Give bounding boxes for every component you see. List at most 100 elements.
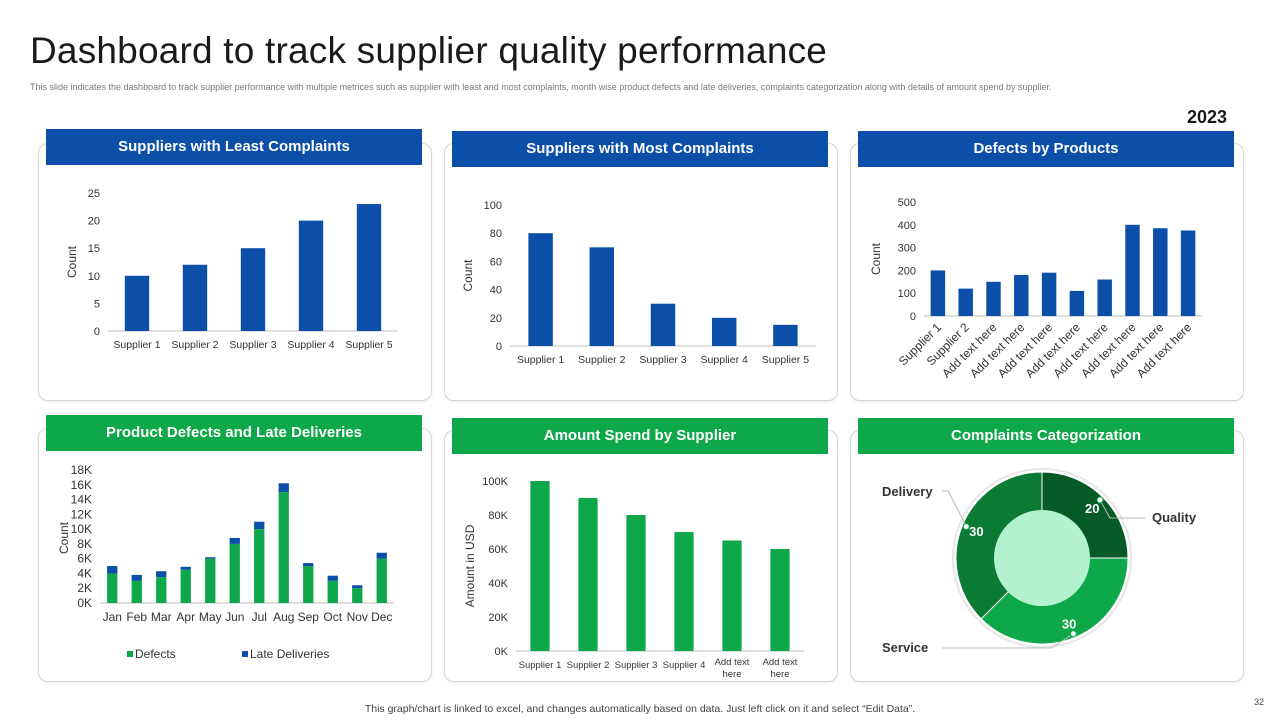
callout-label: Quality: [1152, 510, 1197, 525]
x-tick-label: Oct: [323, 610, 342, 624]
x-tick-label: May: [199, 610, 222, 624]
bar-defects: [156, 577, 167, 603]
bar: [773, 324, 798, 346]
y-tick-label: 20: [88, 216, 100, 228]
bar-late-deliveries: [229, 537, 240, 544]
y-tick-label: 100K: [482, 476, 508, 488]
bar: [1041, 272, 1057, 316]
x-tick-label: Supplier 2: [578, 354, 625, 366]
y-tick-label: 18K: [71, 463, 92, 477]
x-tick-label: Supplier 3: [615, 660, 658, 671]
y-tick-label: 100: [898, 288, 916, 300]
page-title: Dashboard to track supplier quality perf…: [30, 30, 828, 71]
x-tick-label: Sep: [298, 610, 320, 624]
callout-line: [942, 633, 1074, 649]
bar: [711, 317, 737, 346]
callout-dot: [1096, 496, 1104, 504]
bar: [722, 540, 742, 651]
bar-late-deliveries: [205, 557, 216, 559]
amount-spend-chart: 0K 20K 40K 60K 80K 100K Amount in USD Supplier …: [463, 476, 804, 680]
bar-late-deliveries: [278, 483, 289, 493]
bar-late-deliveries: [180, 566, 191, 570]
y-tick-label: 500: [898, 197, 916, 209]
x-tick-label: Apr: [176, 610, 195, 624]
y-tick-label: 100: [484, 200, 502, 212]
bar: [124, 275, 150, 331]
bar-late-deliveries: [107, 566, 118, 574]
y-tick-label: 0K: [495, 646, 509, 658]
x-tick-label: Supplier 4: [287, 339, 334, 351]
x-tick-label: Supplier 5: [762, 354, 809, 366]
y-tick-label: 16K: [71, 478, 92, 492]
x-tick-label: Mar: [151, 610, 172, 624]
y-tick-label: 60K: [488, 544, 508, 556]
bar-defects: [205, 558, 216, 603]
bar-defects: [278, 492, 289, 603]
bar-late-deliveries: [352, 585, 363, 589]
bar: [530, 481, 550, 651]
legend-swatch-late-deliveries: [242, 651, 248, 657]
y-tick-label: 15: [88, 243, 100, 255]
bar-defects: [327, 580, 338, 603]
amount-spend-header: Amount Spend by Supplier: [452, 418, 828, 454]
callout-label: Delivery: [882, 484, 933, 499]
bar-defects: [303, 566, 314, 603]
callout-label: Service: [882, 640, 928, 655]
x-tick-label: Supplier 1: [113, 339, 160, 351]
bar: [528, 233, 553, 346]
y-tick-label: 0: [94, 326, 100, 338]
donut-center: [994, 510, 1090, 606]
bar-late-deliveries: [156, 571, 167, 578]
most-complaints-header: Suppliers with Most Complaints: [452, 131, 828, 167]
least-complaints-chart: 0 5 10 15 20 25 Count Supplier 1 Supplier 2 Suppl…: [65, 188, 398, 351]
x-tick-label: Dec: [371, 610, 392, 624]
y-axis-label: Count: [57, 521, 71, 554]
x-tick-label: Supplier 1: [517, 354, 564, 366]
y-tick-label: 200: [898, 265, 916, 277]
most-complaints-chart: 0 20 40 60 80 100 Count Supplier 1 Supplier 2 Sup…: [461, 200, 816, 366]
x-tick-label: Add text: [763, 657, 798, 668]
y-tick-label: 20K: [488, 612, 508, 624]
bar-defects: [180, 569, 191, 603]
bar: [1097, 279, 1112, 316]
bar: [356, 204, 382, 331]
y-tick-label: 10: [88, 271, 100, 283]
x-tick-label: here: [722, 669, 741, 680]
y-axis-label: Amount in USD: [463, 524, 477, 607]
bar: [674, 532, 694, 651]
x-tick-label: Aug: [273, 610, 294, 624]
x-tick-label: Jul: [252, 610, 267, 624]
bar-defects: [352, 588, 363, 603]
y-tick-label: 5: [94, 298, 100, 310]
y-tick-label: 20: [490, 313, 502, 325]
complaints-categorization-header: Complaints Categorization: [858, 418, 1234, 454]
bar: [1153, 228, 1168, 316]
y-tick-label: 400: [898, 220, 916, 232]
y-axis-label: Count: [461, 259, 475, 292]
bar-defects: [107, 573, 118, 603]
bar-late-deliveries: [327, 575, 338, 581]
bar: [240, 248, 266, 331]
y-tick-label: 80: [490, 228, 502, 240]
bar-defects: [376, 558, 387, 603]
legend-swatch-defects: [127, 651, 133, 657]
bar: [1180, 230, 1196, 316]
bar: [650, 303, 676, 346]
y-tick-label: 80K: [488, 510, 508, 522]
bar: [770, 549, 790, 651]
y-tick-label: 0: [496, 341, 502, 353]
bar: [958, 288, 973, 316]
defects-products-header: Defects by Products: [858, 131, 1234, 167]
y-tick-label: 8K: [77, 537, 92, 551]
y-tick-label: 40K: [488, 578, 508, 590]
bar-defects: [254, 529, 265, 603]
y-tick-label: 14K: [71, 493, 92, 507]
footer-note: This graph/chart is linked to excel, and…: [364, 703, 916, 715]
callout-dot: [962, 523, 970, 531]
bar: [182, 264, 208, 331]
y-tick-label: 60: [490, 256, 502, 268]
x-tick-label: Jun: [225, 610, 244, 624]
x-tick-label: Supplier 1: [519, 660, 562, 671]
x-tick-label: Feb: [126, 610, 147, 624]
